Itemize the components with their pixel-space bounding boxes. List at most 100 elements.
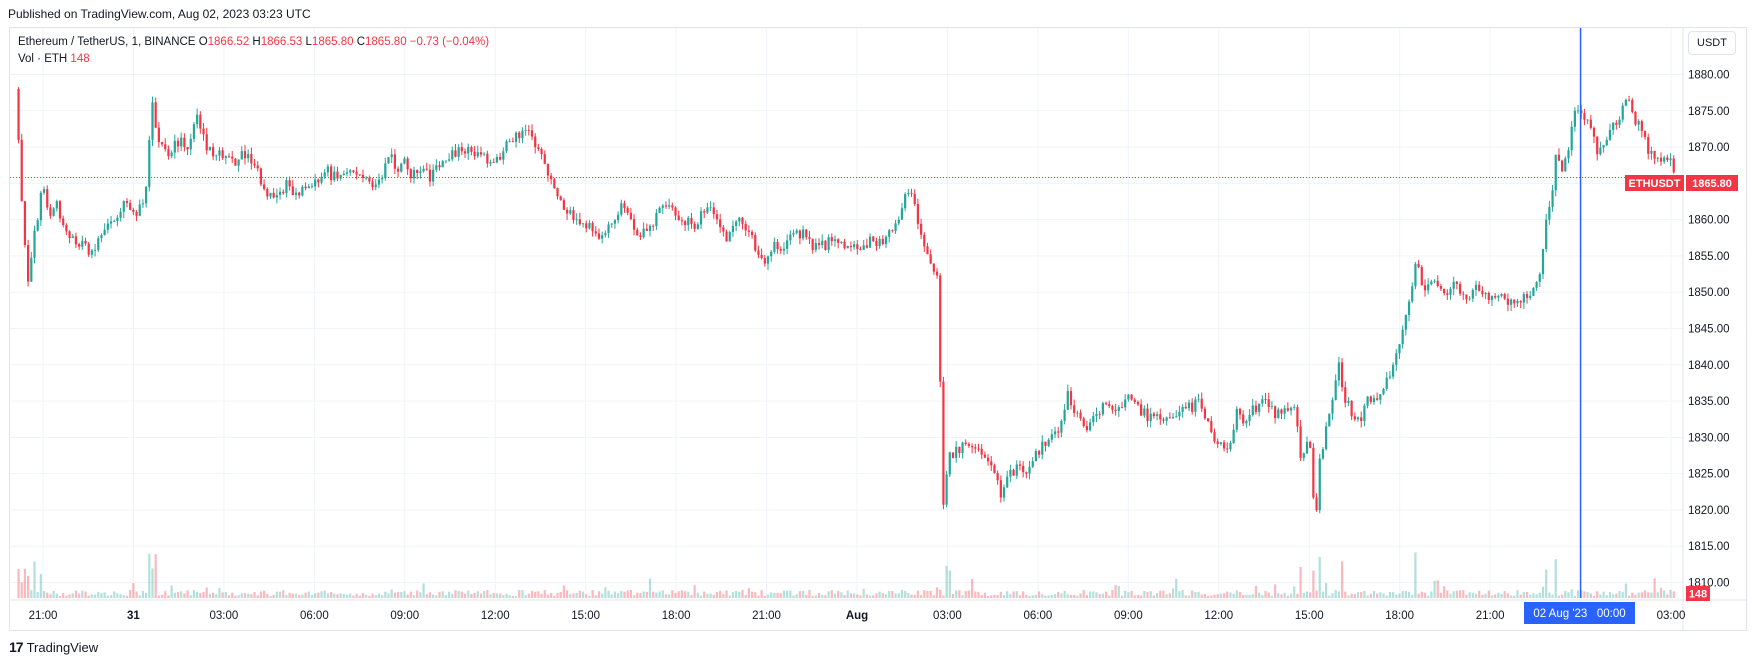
volume-bar [1522, 591, 1525, 598]
candle-body [919, 223, 923, 235]
volume-bar [693, 585, 696, 598]
volume-bar [974, 591, 977, 598]
candle-body [505, 141, 508, 152]
volume-bar [1398, 593, 1401, 598]
candle-body [1143, 408, 1146, 416]
volume-bar [304, 592, 307, 598]
candle-body [1328, 413, 1331, 427]
volume-bar [1034, 594, 1038, 598]
volume-bar [1280, 594, 1283, 598]
candle-body [141, 203, 145, 205]
volume-bar [1417, 593, 1420, 598]
volume-bar [298, 595, 301, 598]
volume-bar [1302, 592, 1305, 598]
volume-bar [1242, 594, 1245, 598]
candle-body [648, 225, 652, 231]
volume-bar [352, 595, 355, 598]
volume-bar [524, 595, 527, 598]
candle-body [486, 153, 489, 164]
volume-bar [339, 593, 342, 598]
volume-bar [451, 593, 454, 598]
volume-bar [1053, 594, 1057, 598]
candle-body [1576, 110, 1580, 112]
candle-body [1344, 387, 1347, 403]
candle-body [1634, 111, 1637, 125]
volume-bar [585, 594, 588, 598]
currency-button[interactable]: USDT [1688, 31, 1736, 55]
candle-body [355, 172, 358, 175]
volume-bar [655, 592, 658, 598]
candle-body [1503, 294, 1506, 299]
candle-body [160, 142, 164, 145]
volume-value: 148 [70, 53, 90, 65]
candle-body [1490, 296, 1494, 300]
volume-bar [1203, 593, 1207, 598]
volume-bar [435, 595, 438, 598]
volume-bar [668, 594, 671, 598]
candle-body [256, 165, 259, 169]
volume-bar [1127, 592, 1130, 598]
volume-bar [1436, 580, 1439, 598]
candle-body [792, 232, 795, 235]
volume-bar [1506, 593, 1510, 598]
volume-bar [1194, 592, 1197, 598]
volume-bar [1305, 591, 1309, 598]
volume-bar [1315, 590, 1318, 598]
volume-bar [221, 592, 224, 598]
candle-body [444, 160, 448, 162]
candle-body [865, 245, 868, 248]
volume-bar [658, 591, 661, 598]
candle-body [250, 153, 253, 164]
volume-bar [342, 594, 345, 598]
volume-bar [173, 592, 176, 598]
volume-bar [926, 590, 929, 598]
volume-bar [1388, 591, 1392, 598]
candle-body [811, 238, 814, 250]
chart-frame[interactable] [9, 27, 1747, 631]
candle-body [403, 158, 406, 164]
candle-body [20, 139, 23, 202]
tradingview-logo[interactable]: 17 TradingView [9, 639, 98, 655]
volume-bar [87, 595, 90, 598]
candle-body [1264, 399, 1267, 401]
candle-body [553, 179, 556, 189]
candle-body [849, 245, 853, 248]
candle-body [381, 178, 384, 180]
volume-bar [741, 590, 744, 598]
volume-bar [789, 590, 792, 598]
candle-body [1095, 414, 1098, 417]
volume-bar [1095, 592, 1098, 598]
candle-body [817, 243, 821, 246]
volume-bar [1187, 595, 1191, 598]
volume-bar [1637, 592, 1640, 598]
candle-body [1031, 461, 1034, 467]
candle-body [712, 207, 715, 215]
candle-body [1532, 287, 1535, 296]
volume-bar [1018, 595, 1022, 598]
volume-bar [1612, 594, 1615, 598]
volume-bar [722, 594, 725, 598]
candle-body [1647, 137, 1650, 154]
candle-body [661, 205, 664, 208]
candle-body [259, 168, 263, 185]
candle-body [750, 231, 754, 236]
volume-bar [505, 593, 508, 598]
volume-bar [125, 595, 129, 598]
volume-bar [623, 591, 626, 598]
volume-bar [65, 595, 68, 598]
candle-body [1372, 398, 1376, 403]
candle-body [323, 172, 326, 177]
candle-body [173, 140, 176, 153]
candle-body [709, 207, 712, 209]
volume-bar [499, 593, 502, 598]
candle-body [910, 192, 913, 194]
volume-bar [1411, 594, 1414, 598]
candle-body [1586, 119, 1589, 121]
candle-body [642, 228, 645, 238]
volume-bar [1028, 595, 1031, 598]
volume-bar [186, 590, 189, 598]
volume-bar [782, 590, 786, 598]
volume-bar [1439, 592, 1443, 598]
candle-body [840, 241, 843, 243]
